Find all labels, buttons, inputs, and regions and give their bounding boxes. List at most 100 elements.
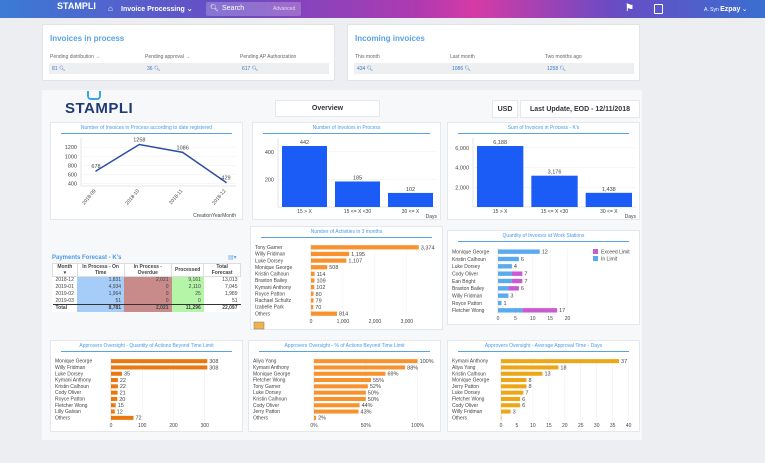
data-label: 114 [317, 272, 326, 278]
x-tick-label: 15 > X [493, 209, 508, 215]
bar [314, 403, 360, 408]
x-axis-title: CreationYearMonth [193, 213, 236, 219]
stampli-logo[interactable]: STAMPLI [57, 1, 96, 11]
category-label: Kristin Calhoun [452, 371, 486, 377]
data-label: 88% [407, 365, 418, 371]
column-header: Processed [171, 263, 205, 277]
bar-segment [498, 278, 512, 284]
category-label: Monique George [253, 371, 290, 377]
data-label: 8 [529, 378, 532, 384]
table-cell: 2,110 [171, 283, 204, 291]
values-row [354, 63, 634, 74]
x-tick-label: 100% [411, 423, 424, 429]
x-tick-label: 3,000 [401, 319, 414, 325]
kpi-value-link[interactable]: 81 🔍︎ [52, 66, 66, 72]
data-label: 1,195 [351, 252, 365, 258]
x-tick-label: 25 [578, 423, 584, 429]
category-label: Luke Dorsey [452, 390, 481, 396]
x-tick-label: 15 <= X <30 [541, 209, 569, 215]
x-tick-label: 40 [626, 423, 632, 429]
data-label: 109 [316, 278, 325, 284]
y-tick-label: 400 [265, 150, 274, 156]
kpi-value-link[interactable]: 36 🔍︎ [147, 66, 161, 72]
table-cell: 2,021 [124, 276, 172, 284]
category-label: Monique George [55, 359, 92, 365]
category-label: Cody Oliver [452, 403, 478, 409]
data-label: 2% [318, 416, 326, 422]
bar [585, 192, 632, 207]
chart-title: Approvers Oversight - Average Approval T… [458, 343, 629, 352]
home-icon[interactable]: ⌂ [108, 4, 113, 13]
category-label: Braxton Bailey [452, 286, 485, 292]
chart-title: Approvers Oversight - Quantity of Action… [61, 343, 232, 352]
user-menu[interactable]: A. Syn Ezpay ⌄ [704, 5, 748, 13]
chevron-down-icon: ⌄ [186, 6, 193, 13]
bar [311, 311, 338, 316]
category-label: Kymani Anthony [55, 378, 92, 384]
category-label: Kymani Anthony [452, 359, 489, 365]
bar [311, 245, 419, 250]
legend-label: Exceed Limit [601, 250, 630, 256]
bar [314, 378, 371, 383]
category-label: Aliya Yang [452, 365, 476, 371]
column-header[interactable]: Month ▾ [52, 263, 78, 277]
kpi-label: This month [355, 54, 380, 60]
kpi-value-link[interactable]: 1086 🔍︎ [452, 66, 471, 72]
search-input[interactable]: Search [222, 5, 245, 12]
category-label: Luke Dorsey [452, 264, 481, 270]
flag-icon[interactable]: ⚑ [625, 3, 634, 14]
data-label: 13 [544, 372, 550, 378]
x-tick-label: 5 [514, 316, 517, 322]
table-cell: 2019-03 [52, 297, 78, 305]
data-label: 69% [387, 372, 398, 378]
table-row: 2019-01 4,934 0 2,110 7,045 [52, 283, 241, 291]
monitor-icon[interactable] [654, 4, 663, 14]
category-label: Kristin Calhoun [452, 257, 486, 263]
bar [111, 359, 208, 364]
data-label: 7 [525, 391, 528, 397]
category-label: Ean Bright [452, 279, 476, 285]
table-cell: 0 [124, 283, 172, 291]
kpi-value-link[interactable]: 1258 🔍︎ [547, 66, 566, 72]
kpi-value-link[interactable]: 434 🔍︎ [357, 66, 374, 72]
data-label: 6 [521, 257, 524, 263]
kpi-value-link[interactable]: 617 🔍︎ [242, 66, 259, 72]
x-tick-label: 2018-09 [81, 188, 98, 206]
activities-chart-panel: Number of Activities in 3 months 0 1,000 2,… [250, 226, 443, 330]
table-cell: 0 [124, 290, 172, 298]
invoice-processing-menu[interactable]: Invoice Processing ⌄ [121, 5, 193, 13]
data-label: 20 [119, 397, 125, 403]
table-cell: 8,781 [77, 304, 125, 312]
advanced-search-link[interactable]: Advanced [273, 6, 296, 12]
bar-segment [498, 286, 509, 291]
category-label: Others [253, 415, 269, 421]
data-label: 12 [542, 250, 548, 256]
x-tick-label: 1,000 [337, 319, 350, 325]
x-tick-label: 20 [562, 423, 568, 429]
search-icon: 🔍︎ [251, 66, 259, 72]
bar [501, 390, 524, 395]
x-tick-label: 20 [565, 316, 571, 322]
bar-segment [498, 271, 512, 276]
data-label: 44% [362, 403, 373, 409]
kpi-label: Pending AP Authorization [240, 54, 297, 60]
data-label: 7 [524, 279, 527, 285]
card-title: Incoming invoices [355, 34, 425, 43]
tab-overview[interactable]: Overview [275, 100, 380, 117]
export-menu-icon[interactable]: ▤▾ [228, 255, 237, 261]
table-cell: 1,964 [77, 290, 125, 298]
data-label: 80 [316, 292, 322, 298]
search-box[interactable]: 🔍︎ Search Advanced [206, 2, 301, 16]
bar [501, 403, 521, 408]
bar-segment [498, 249, 540, 254]
bar [477, 146, 524, 207]
category-label: Kristin Calhoun [253, 397, 287, 403]
bar [501, 409, 511, 414]
bar [111, 396, 118, 401]
category-label: Luke Dorsey [255, 258, 284, 264]
kpi-label: Pending approval → [145, 54, 191, 60]
x-tick-label: 0% [310, 423, 318, 429]
chart-title: Sum of Invoices in Process - K's [458, 125, 629, 134]
category-label: Royce Patton [452, 301, 482, 307]
x-tick-label: 300 [201, 423, 210, 429]
